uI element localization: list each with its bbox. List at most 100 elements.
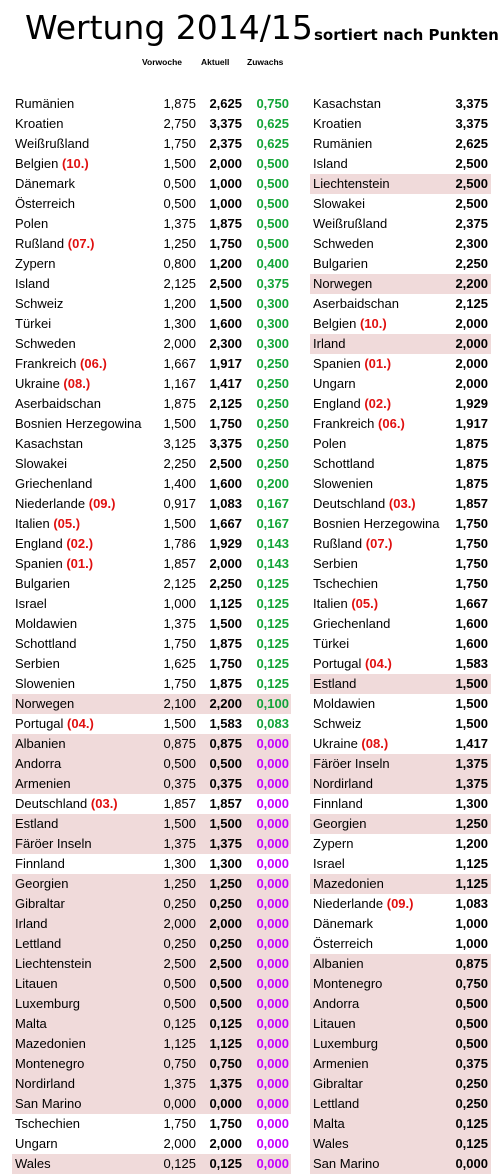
table-row: Belgien (10.) 2,000	[310, 314, 491, 334]
table-row: Spanien (01.) 1,857 2,000 0,143	[12, 554, 291, 574]
table-row: Färöer Inseln 1,375	[310, 754, 491, 774]
header-zuwachs: Zuwachs	[247, 57, 284, 67]
previous-week-value: 0,917	[163, 496, 196, 511]
country-name: Lettland	[313, 1096, 360, 1111]
table-row: Armenien 0,375	[310, 1054, 491, 1074]
country-name: Moldawien	[313, 696, 376, 711]
previous-week-value: 1,500	[163, 816, 196, 831]
current-value: 1,857	[209, 796, 242, 811]
table-row: Andorra 0,500	[310, 994, 491, 1014]
points-value: 1,750	[455, 536, 488, 551]
ranking-badge: (05.)	[53, 516, 81, 531]
increase-value: 0,250	[256, 356, 289, 371]
increase-value: 0,625	[256, 116, 289, 131]
country-name: Montenegro	[313, 976, 383, 991]
country-name: Estland	[313, 676, 357, 691]
ranking-badge: (08.)	[63, 376, 91, 391]
table-row: Nordirland 1,375 1,375 0,000	[12, 1074, 291, 1094]
table-row: Lettland 0,250	[310, 1094, 491, 1114]
ranking-badge: (01.)	[66, 556, 94, 571]
country-name: Belgien (10.)	[15, 154, 89, 174]
table-row: Irland 2,000	[310, 334, 491, 354]
country-name: Weißrußland	[15, 136, 90, 151]
table-row: Rumänien 2,625	[310, 134, 491, 154]
previous-week-value: 3,125	[163, 436, 196, 451]
country-name: Aserbaidschan	[313, 296, 399, 311]
current-value: 2,000	[209, 556, 242, 571]
current-value: 0,500	[209, 976, 242, 991]
points-value: 0,250	[455, 1096, 488, 1111]
country-name: Liechtenstein	[15, 956, 92, 971]
current-value: 1,000	[209, 176, 242, 191]
increase-value: 0,500	[256, 216, 289, 231]
country-name: Dänemark	[313, 916, 373, 931]
current-value: 1,600	[209, 316, 242, 331]
points-value: 2,625	[455, 136, 488, 151]
points-value: 0,500	[455, 996, 488, 1011]
country-name: Weißrußland	[313, 216, 388, 231]
country-name: England (02.)	[313, 394, 391, 414]
country-name: Belgien (10.)	[313, 314, 387, 334]
points-value: 1,200	[455, 836, 488, 851]
points-value: 1,500	[455, 716, 488, 731]
current-value: 0,750	[209, 1056, 242, 1071]
country-name: Luxemburg	[15, 996, 81, 1011]
points-value: 1,000	[455, 936, 488, 951]
table-row: Zypern 1,200	[310, 834, 491, 854]
table-row: Griechenland 1,400 1,600 0,200	[12, 474, 291, 494]
current-value: 2,625	[209, 96, 242, 111]
country-name: Rußland (07.)	[15, 234, 95, 254]
points-value: 1,857	[455, 496, 488, 511]
increase-value: 0,000	[256, 796, 289, 811]
previous-week-value: 1,750	[163, 676, 196, 691]
increase-value: 0,000	[256, 1136, 289, 1151]
increase-value: 0,750	[256, 96, 289, 111]
increase-value: 0,250	[256, 396, 289, 411]
points-value: 1,375	[455, 756, 488, 771]
country-name: Griechenland	[15, 476, 93, 491]
ranking-badge: (06.)	[378, 416, 405, 431]
table-row: Liechtenstein 2,500	[310, 174, 491, 194]
previous-week-value: 1,750	[163, 1116, 196, 1131]
table-row: Kroatien 3,375	[310, 114, 491, 134]
points-value: 3,375	[455, 116, 488, 131]
current-value: 0,125	[209, 1156, 242, 1171]
increase-value: 0,375	[256, 276, 289, 291]
country-name: Schweden	[313, 236, 374, 251]
country-name: Nordirland	[15, 1076, 75, 1091]
table-row: Finnland 1,300	[310, 794, 491, 814]
increase-value: 0,000	[256, 876, 289, 891]
points-value: 1,750	[455, 556, 488, 571]
country-name: Montenegro	[15, 1056, 85, 1071]
table-row: Kasachstan 3,125 3,375 0,250	[12, 434, 291, 454]
table-row: Island 2,125 2,500 0,375	[12, 274, 291, 294]
table-row: Türkei 1,300 1,600 0,300	[12, 314, 291, 334]
points-value: 1,583	[455, 656, 488, 671]
country-name: Ukraine (08.)	[313, 734, 388, 754]
current-value: 1,375	[209, 836, 242, 851]
country-name: Malta	[15, 1016, 47, 1031]
points-value: 0,250	[455, 1076, 488, 1091]
current-value: 2,250	[209, 576, 242, 591]
country-name: Österreich	[313, 936, 373, 951]
country-name: Litauen	[313, 1016, 356, 1031]
table-row: Dänemark 0,500 1,000 0,500	[12, 174, 291, 194]
previous-week-value: 0,500	[163, 976, 196, 991]
increase-value: 0,000	[256, 976, 289, 991]
country-name: Portugal (04.)	[15, 714, 94, 734]
current-value: 2,500	[209, 276, 242, 291]
country-name: Tschechien	[313, 576, 379, 591]
ranking-badge: (01.)	[364, 356, 392, 371]
ranking-badge: (07.)	[67, 236, 95, 251]
country-name: Israel	[313, 856, 345, 871]
country-name: Schweiz	[313, 716, 362, 731]
current-value: 1,583	[209, 716, 242, 731]
table-row: Israel 1,125	[310, 854, 491, 874]
country-name: Island	[313, 156, 348, 171]
country-name: Irland	[15, 916, 48, 931]
current-value: 0,250	[209, 936, 242, 951]
table-row: Slowenien 1,875	[310, 474, 491, 494]
table-row: Frankreich (06.) 1,667 1,917 0,250	[12, 354, 291, 374]
current-value: 0,250	[209, 896, 242, 911]
current-value: 1,300	[209, 856, 242, 871]
